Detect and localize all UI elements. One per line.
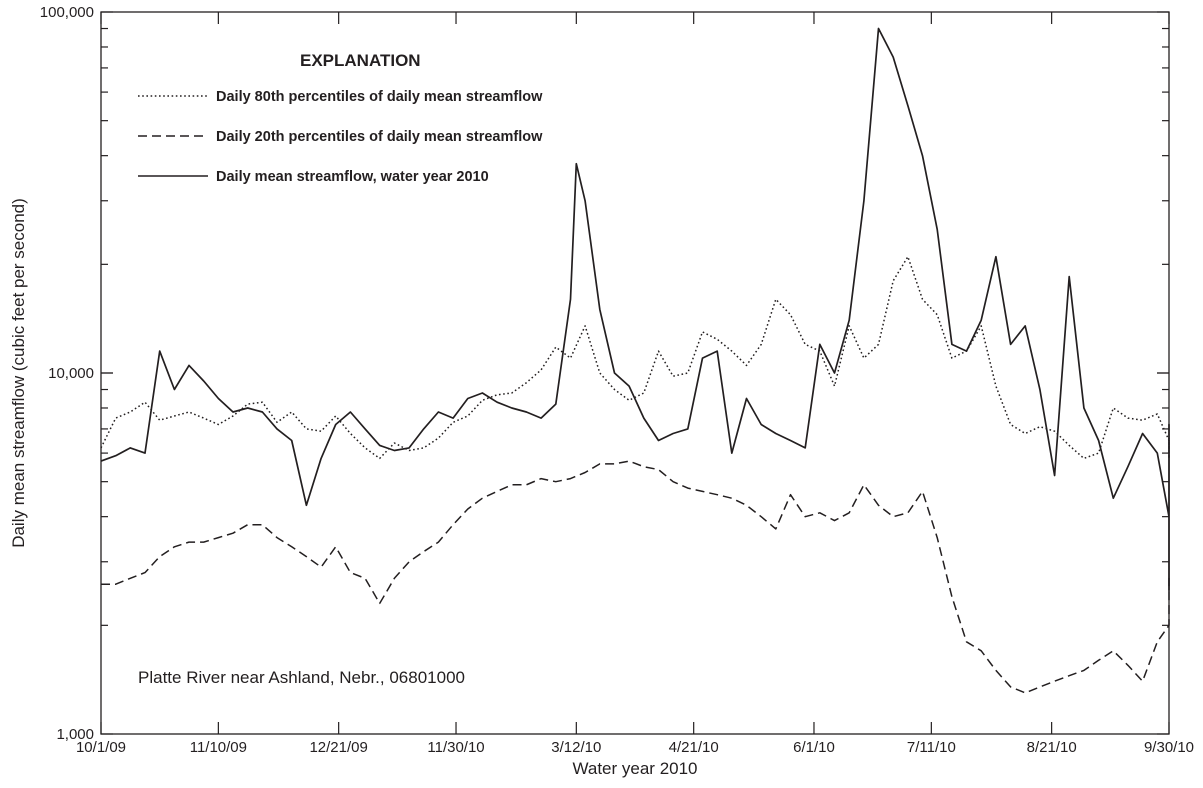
x-tick-label: 12/21/09 xyxy=(309,739,367,756)
x-ticks xyxy=(100,12,1170,734)
x-axis-title: Water year 2010 xyxy=(572,759,697,778)
legend-label-mean: Daily mean streamflow, water year 2010 xyxy=(216,169,489,185)
y-tick-labels: 1,000 10,000 100,000 xyxy=(40,4,94,743)
legend-label-80th: Daily 80th percentiles of daily mean str… xyxy=(216,89,543,105)
x-tick-label: 4/21/10 xyxy=(669,739,719,756)
x-tick-label: 10/1/09 xyxy=(76,739,126,756)
series-line-dotted xyxy=(100,255,1170,460)
legend-title: EXPLANATION xyxy=(300,51,421,70)
legend: EXPLANATION Daily 80th percentiles of da… xyxy=(138,51,543,185)
x-tick-label: 11/30/10 xyxy=(427,739,484,756)
x-tick-label: 7/11/10 xyxy=(907,739,956,756)
series-lines xyxy=(100,27,1170,694)
y-tick-label: 100,000 xyxy=(40,4,94,21)
x-tick-label: 11/10/09 xyxy=(190,739,247,756)
plot-area-border xyxy=(100,11,1170,735)
y-tick-label: 10,000 xyxy=(48,365,94,382)
series-line-dashed xyxy=(101,460,1170,694)
series-line-solid xyxy=(100,27,1170,592)
x-tick-label: 6/1/10 xyxy=(793,739,835,756)
y-minor-ticks xyxy=(101,11,1169,735)
x-tick-label: 9/30/10 xyxy=(1144,739,1194,756)
x-tick-label: 3/12/10 xyxy=(551,739,601,756)
y-tick-label: 1,000 xyxy=(56,726,94,743)
x-tick-label: 8/21/10 xyxy=(1027,739,1077,756)
station-annotation: Platte River near Ashland, Nebr., 068010… xyxy=(138,668,465,687)
legend-label-20th: Daily 20th percentiles of daily mean str… xyxy=(216,129,543,145)
y-axis-title: Daily mean streamflow (cubic feet per se… xyxy=(9,198,28,548)
x-tick-labels: 10/1/09 11/10/09 12/21/09 11/30/10 3/12/10 4/… xyxy=(76,739,1194,756)
